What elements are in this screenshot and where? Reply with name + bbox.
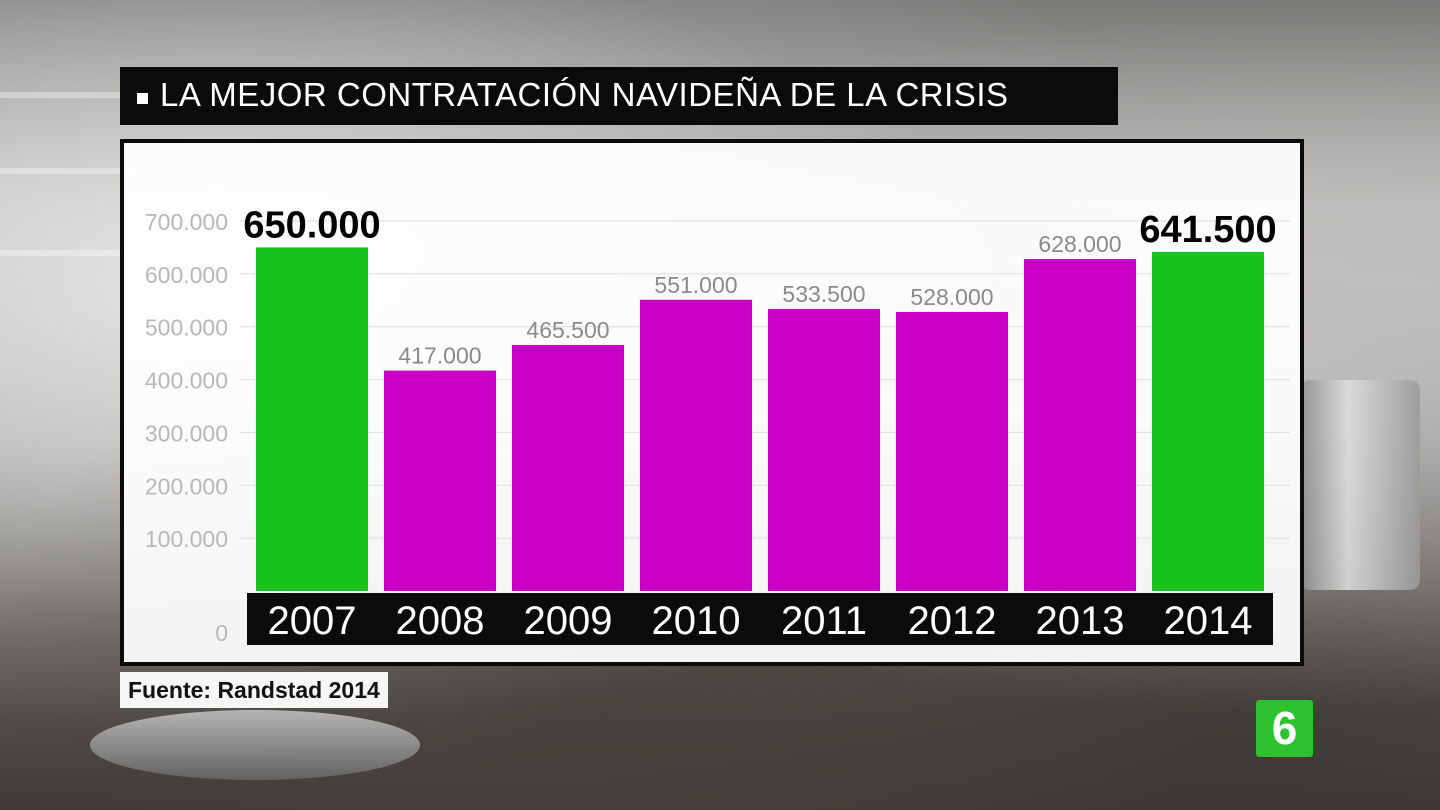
category-label-box xyxy=(375,593,505,645)
title-bar xyxy=(120,67,1118,125)
x-tick-label: 2012 xyxy=(908,599,997,643)
data-label: 528.000 xyxy=(910,284,993,310)
y-tick-label: 300.000 xyxy=(145,420,228,446)
logo-six-icon: 6 xyxy=(1271,702,1298,754)
chart-title: LA MEJOR CONTRATACIÓN NAVIDEÑA DE LA CRI… xyxy=(160,76,1009,113)
lasexta-logo: 6 xyxy=(1256,700,1313,757)
category-label-box xyxy=(1143,593,1273,645)
y-tick-label: 200.000 xyxy=(145,473,228,499)
category-label-box xyxy=(503,593,633,645)
y-tick-label: 0 xyxy=(215,620,228,646)
data-label: 628.000 xyxy=(1038,231,1121,257)
x-tick-label: 2007 xyxy=(268,599,357,643)
bar xyxy=(896,311,1008,591)
y-tick-label: 500.000 xyxy=(145,315,228,341)
y-tick-label: 700.000 xyxy=(145,209,228,235)
data-label: 641.500 xyxy=(1139,209,1276,251)
category-label-box xyxy=(887,593,1017,645)
x-tick-label: 2008 xyxy=(396,599,485,643)
category-label-box xyxy=(759,593,889,645)
background-shelf xyxy=(0,92,130,98)
bar xyxy=(512,344,624,591)
data-label: 650.000 xyxy=(243,204,380,246)
data-label: 551.000 xyxy=(654,272,737,298)
title-bullet-icon xyxy=(137,93,148,104)
x-tick-label: 2010 xyxy=(652,599,741,643)
background-shelf xyxy=(0,168,130,174)
x-tick-label: 2013 xyxy=(1036,599,1125,643)
y-tick-label: 100.000 xyxy=(145,526,228,552)
category-label-box xyxy=(631,593,761,645)
bar xyxy=(640,299,752,591)
category-label-box xyxy=(247,593,377,645)
background-shelf xyxy=(0,250,130,256)
data-label: 465.500 xyxy=(526,317,609,343)
background-pot xyxy=(1300,380,1420,590)
bar xyxy=(1152,251,1264,591)
category-label-box xyxy=(1015,593,1145,645)
x-tick-label: 2011 xyxy=(781,599,867,643)
data-label: 533.500 xyxy=(782,281,865,307)
background-pan xyxy=(90,710,420,780)
data-label: 417.000 xyxy=(398,343,481,369)
bar xyxy=(256,247,368,591)
x-tick-label: 2014 xyxy=(1164,599,1253,643)
source-caption: Fuente: Randstad 2014 xyxy=(120,672,388,708)
y-tick-label: 400.000 xyxy=(145,368,228,394)
bar xyxy=(768,309,880,591)
x-tick-label: 2009 xyxy=(524,599,613,643)
bar xyxy=(384,370,496,591)
y-tick-label: 600.000 xyxy=(145,262,228,288)
bar xyxy=(1024,259,1136,591)
